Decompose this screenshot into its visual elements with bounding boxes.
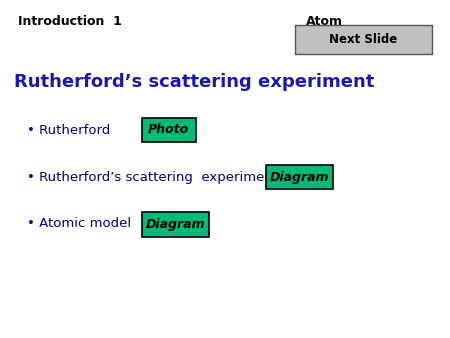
Text: • Rutherford’s scattering  experiment: • Rutherford’s scattering experiment <box>27 171 278 184</box>
Text: Atom: Atom <box>306 15 343 28</box>
FancyBboxPatch shape <box>295 25 432 54</box>
Text: Diagram: Diagram <box>146 218 205 231</box>
FancyBboxPatch shape <box>142 118 196 142</box>
FancyBboxPatch shape <box>266 165 333 189</box>
Text: Rutherford’s scattering experiment: Rutherford’s scattering experiment <box>14 73 374 91</box>
Text: Diagram: Diagram <box>270 171 329 184</box>
Text: Introduction  1: Introduction 1 <box>18 15 122 28</box>
Text: Next Slide: Next Slide <box>329 33 397 46</box>
Text: • Atomic model: • Atomic model <box>27 217 131 230</box>
Text: • Rutherford: • Rutherford <box>27 124 110 137</box>
FancyBboxPatch shape <box>142 212 209 237</box>
Text: Photo: Photo <box>148 123 189 136</box>
